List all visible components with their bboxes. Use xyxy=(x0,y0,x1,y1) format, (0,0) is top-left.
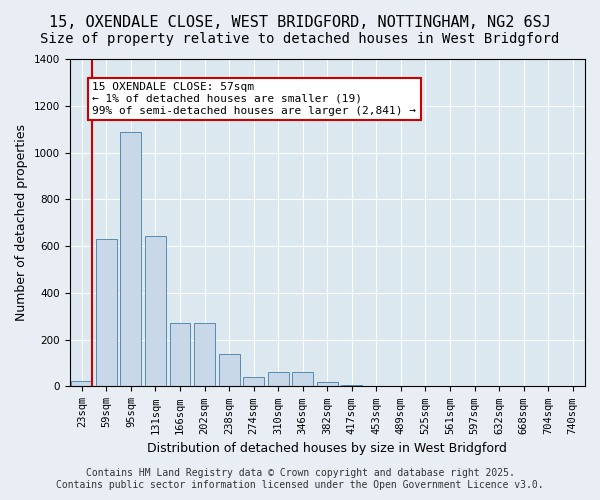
Bar xyxy=(268,372,289,386)
Bar xyxy=(71,380,92,386)
Bar xyxy=(218,354,239,386)
Text: 15, OXENDALE CLOSE, WEST BRIDGFORD, NOTTINGHAM, NG2 6SJ: 15, OXENDALE CLOSE, WEST BRIDGFORD, NOTT… xyxy=(49,15,551,30)
Bar xyxy=(145,236,166,386)
Text: Size of property relative to detached houses in West Bridgford: Size of property relative to detached ho… xyxy=(40,32,560,46)
Bar xyxy=(317,382,338,386)
Y-axis label: Number of detached properties: Number of detached properties xyxy=(15,124,28,321)
Bar xyxy=(243,377,264,386)
Bar xyxy=(292,372,313,386)
X-axis label: Distribution of detached houses by size in West Bridgford: Distribution of detached houses by size … xyxy=(148,442,507,455)
Bar xyxy=(96,239,117,386)
Bar xyxy=(170,324,190,386)
Text: Contains HM Land Registry data © Crown copyright and database right 2025.
Contai: Contains HM Land Registry data © Crown c… xyxy=(56,468,544,490)
Bar xyxy=(194,324,215,386)
Text: 15 OXENDALE CLOSE: 57sqm
← 1% of detached houses are smaller (19)
99% of semi-de: 15 OXENDALE CLOSE: 57sqm ← 1% of detache… xyxy=(92,82,416,116)
Bar xyxy=(121,132,142,386)
